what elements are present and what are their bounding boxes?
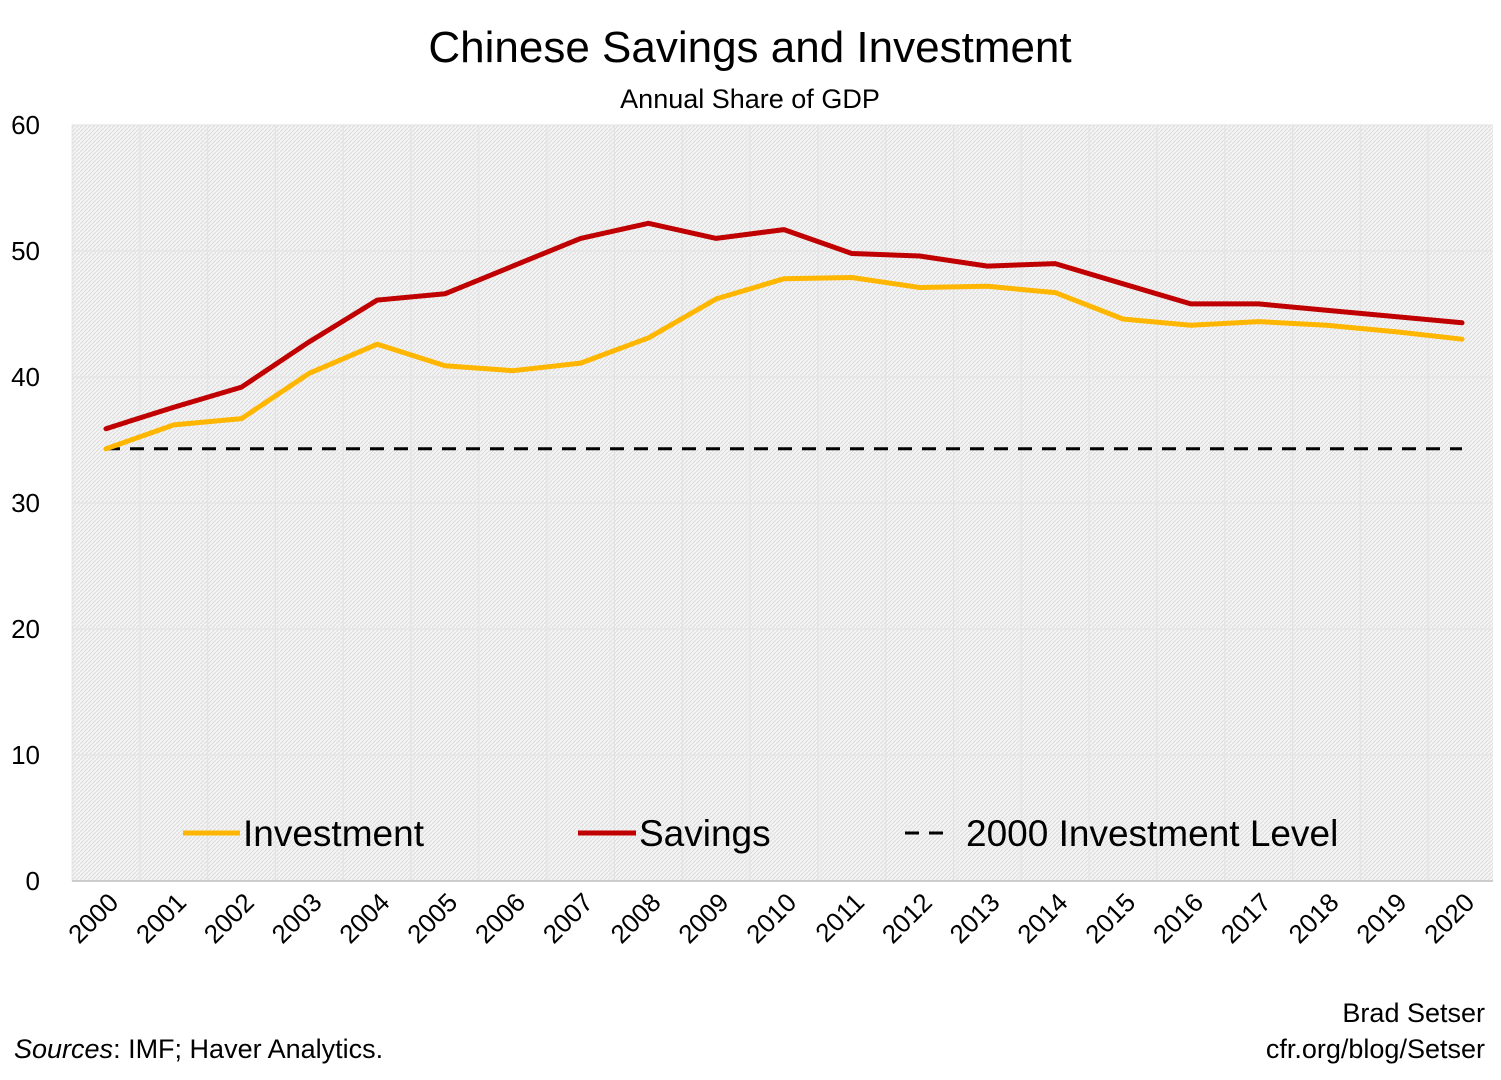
legend-label-investment: Investment	[243, 813, 425, 854]
chart-title: Chinese Savings and Investment	[428, 23, 1071, 72]
y-tick-label-20: 20	[11, 614, 40, 644]
x-tick-label-2008: 2008	[605, 887, 667, 949]
x-tick-label-2000: 2000	[62, 887, 124, 949]
chart-subtitle: Annual Share of GDP	[620, 84, 880, 114]
legend-label-savings: Savings	[639, 813, 771, 854]
series-line-savings	[103, 220, 1465, 432]
x-tick-label-2017: 2017	[1215, 887, 1277, 949]
x-tick-label-2005: 2005	[401, 887, 463, 949]
series-line-investment	[103, 275, 1465, 452]
x-tick-label-2018: 2018	[1283, 887, 1345, 949]
x-tick-label-2003: 2003	[266, 887, 328, 949]
x-tick-label-2015: 2015	[1079, 887, 1141, 949]
sources-text: : IMF; Haver Analytics.	[113, 1034, 383, 1064]
x-axis: 2000 2001 2002 2003 2004 2005 2006 2007 2008 2009…	[62, 887, 1480, 949]
x-tick-label-2013: 2013	[944, 887, 1006, 949]
y-tick-label-10: 10	[11, 740, 40, 770]
x-tick-label-2012: 2012	[876, 887, 938, 949]
x-tick-label-2001: 2001	[130, 887, 192, 949]
author-credit: Brad Setser	[1342, 998, 1485, 1028]
sources-note: Sources: IMF; Haver Analytics.	[14, 1034, 383, 1064]
x-tick-label-2010: 2010	[740, 887, 802, 949]
x-tick-label-2004: 2004	[333, 887, 395, 949]
y-tick-label-60: 60	[11, 110, 40, 140]
series-lines	[103, 220, 1465, 452]
legend: Investment Savings 2000 Investment Level	[183, 813, 1338, 854]
x-tick-label-2002: 2002	[198, 887, 260, 949]
x-tick-label-2016: 2016	[1147, 887, 1209, 949]
y-tick-label-0: 0	[26, 866, 40, 896]
y-tick-label-30: 30	[11, 488, 40, 518]
x-tick-label-2019: 2019	[1350, 887, 1412, 949]
legend-label-2000-investment-level: 2000 Investment Level	[966, 813, 1338, 854]
x-tick-label-2020: 2020	[1418, 887, 1480, 949]
x-tick-label-2006: 2006	[469, 887, 531, 949]
x-tick-label-2009: 2009	[672, 887, 734, 949]
y-tick-label-50: 50	[11, 236, 40, 266]
x-tick-label-2011: 2011	[809, 887, 870, 948]
y-tick-label-40: 40	[11, 362, 40, 392]
source-url: cfr.org/blog/Setser	[1266, 1034, 1485, 1064]
x-tick-label-2007: 2007	[537, 887, 599, 949]
sources-label: Sources	[14, 1034, 113, 1064]
grid	[71, 124, 1493, 882]
x-tick-label-2014: 2014	[1011, 887, 1073, 949]
y-axis: 0 10 20 30 40 50 60	[11, 110, 40, 896]
